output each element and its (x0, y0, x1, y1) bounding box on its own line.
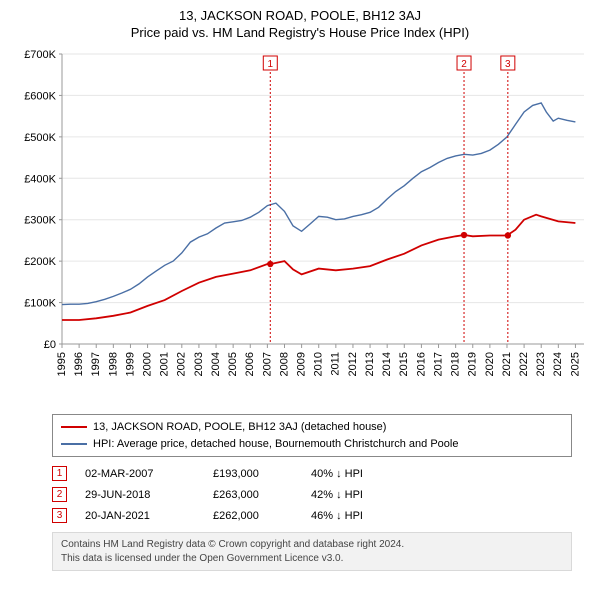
svg-text:2024: 2024 (552, 352, 564, 376)
chart-svg: £0 £100K £200K £300K £400K £500K £600K £700K 199… (12, 48, 588, 408)
svg-text:2017: 2017 (432, 352, 444, 376)
svg-text:2000: 2000 (141, 352, 153, 376)
svg-text:£600K: £600K (24, 90, 56, 102)
svg-text:2014: 2014 (381, 352, 393, 376)
svg-text:2004: 2004 (210, 352, 222, 376)
svg-text:£200K: £200K (24, 256, 56, 268)
svg-text:2006: 2006 (244, 352, 256, 376)
event-row: 2 29-JUN-2018 £263,000 42% ↓ HPI (52, 484, 572, 505)
event-price: £193,000 (213, 468, 293, 480)
event-price: £263,000 (213, 489, 293, 501)
svg-text:£0: £0 (44, 339, 56, 351)
svg-text:£400K: £400K (24, 173, 56, 185)
svg-text:2001: 2001 (159, 352, 171, 376)
chart-plot: £0 £100K £200K £300K £400K £500K £600K £700K 199… (12, 48, 588, 408)
svg-text:2020: 2020 (484, 352, 496, 376)
svg-text:1999: 1999 (124, 352, 136, 376)
svg-text:£700K: £700K (24, 49, 56, 61)
attribution-line: This data is licensed under the Open Gov… (61, 552, 563, 566)
svg-text:2009: 2009 (296, 352, 308, 376)
event-date: 20-JAN-2021 (85, 510, 195, 522)
svg-text:2021: 2021 (501, 352, 513, 376)
svg-text:2008: 2008 (278, 352, 290, 376)
svg-text:2005: 2005 (227, 352, 239, 376)
legend-label: 13, JACKSON ROAD, POOLE, BH12 3AJ (detac… (93, 419, 386, 436)
event-date: 02-MAR-2007 (85, 468, 195, 480)
svg-text:2013: 2013 (364, 352, 376, 376)
legend-swatch (61, 426, 87, 428)
svg-text:2012: 2012 (347, 352, 359, 376)
attribution-line: Contains HM Land Registry data © Crown c… (61, 538, 563, 552)
svg-text:2016: 2016 (415, 352, 427, 376)
svg-text:2003: 2003 (193, 352, 205, 376)
svg-text:2: 2 (461, 59, 467, 70)
svg-text:2007: 2007 (261, 352, 273, 376)
event-hpi: 40% ↓ HPI (311, 468, 572, 480)
svg-text:2010: 2010 (313, 352, 325, 376)
event-row: 3 20-JAN-2021 £262,000 46% ↓ HPI (52, 505, 572, 526)
svg-text:2023: 2023 (535, 352, 547, 376)
attribution-box: Contains HM Land Registry data © Crown c… (52, 532, 572, 571)
svg-text:2015: 2015 (398, 352, 410, 376)
legend-item: HPI: Average price, detached house, Bour… (61, 436, 563, 453)
svg-text:1995: 1995 (56, 352, 68, 376)
svg-text:3: 3 (505, 59, 511, 70)
event-price: £262,000 (213, 510, 293, 522)
svg-text:1997: 1997 (90, 352, 102, 376)
svg-text:1: 1 (268, 59, 274, 70)
chart-title: 13, JACKSON ROAD, POOLE, BH12 3AJ (12, 8, 588, 23)
chart-subtitle: Price paid vs. HM Land Registry's House … (12, 25, 588, 40)
svg-text:2011: 2011 (330, 352, 342, 376)
event-date: 29-JUN-2018 (85, 489, 195, 501)
svg-text:£300K: £300K (24, 215, 56, 227)
legend-item: 13, JACKSON ROAD, POOLE, BH12 3AJ (detac… (61, 419, 563, 436)
svg-text:1998: 1998 (107, 352, 119, 376)
svg-text:2025: 2025 (569, 352, 581, 376)
event-hpi: 46% ↓ HPI (311, 510, 572, 522)
event-row: 1 02-MAR-2007 £193,000 40% ↓ HPI (52, 463, 572, 484)
event-marker-box: 3 (52, 508, 67, 523)
chart-container: 13, JACKSON ROAD, POOLE, BH12 3AJ Price … (0, 0, 600, 581)
svg-text:2002: 2002 (176, 352, 188, 376)
svg-text:1996: 1996 (73, 352, 85, 376)
events-table: 1 02-MAR-2007 £193,000 40% ↓ HPI 2 29-JU… (52, 463, 572, 526)
event-hpi: 42% ↓ HPI (311, 489, 572, 501)
svg-text:2019: 2019 (467, 352, 479, 376)
event-marker-box: 2 (52, 487, 67, 502)
svg-text:£100K: £100K (24, 298, 56, 310)
event-marker-box: 1 (52, 466, 67, 481)
svg-text:2018: 2018 (450, 352, 462, 376)
svg-text:2022: 2022 (518, 352, 530, 376)
legend-swatch (61, 443, 87, 445)
legend: 13, JACKSON ROAD, POOLE, BH12 3AJ (detac… (52, 414, 572, 457)
legend-label: HPI: Average price, detached house, Bour… (93, 436, 458, 453)
svg-text:£500K: £500K (24, 132, 56, 144)
